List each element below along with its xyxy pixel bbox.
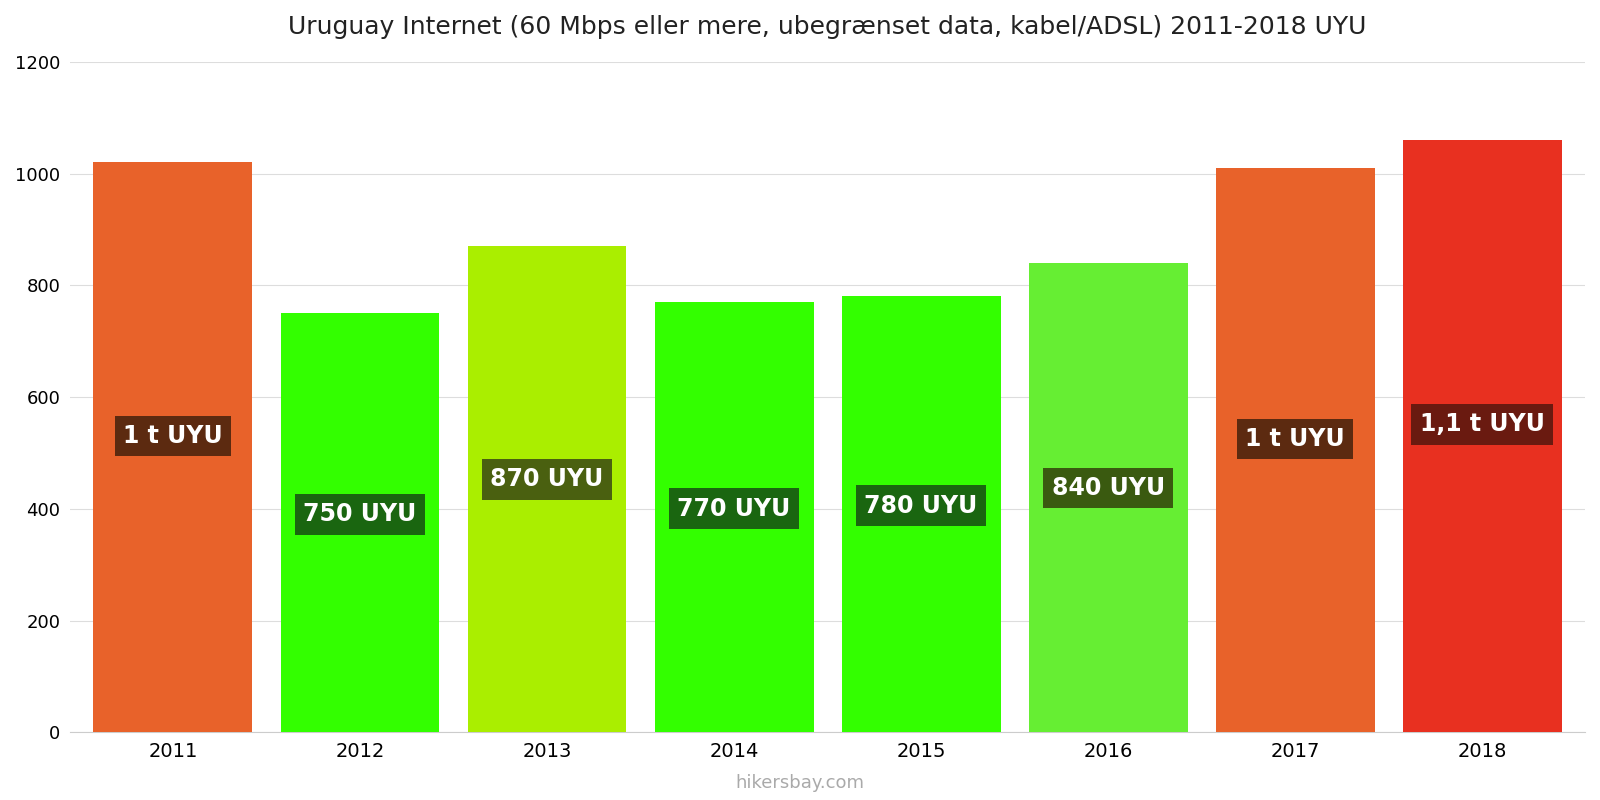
Bar [467, 246, 627, 732]
Bar [1029, 263, 1187, 732]
Text: 1 t UYU: 1 t UYU [1245, 427, 1346, 451]
Text: 750 UYU: 750 UYU [304, 502, 416, 526]
Bar [842, 297, 1000, 732]
Text: 780 UYU: 780 UYU [864, 494, 978, 518]
Bar [1403, 140, 1562, 732]
Bar [93, 162, 253, 732]
Text: 840 UYU: 840 UYU [1051, 476, 1165, 500]
Bar [280, 314, 440, 732]
Bar [654, 302, 813, 732]
Text: 770 UYU: 770 UYU [677, 497, 790, 521]
Text: 1,1 t UYU: 1,1 t UYU [1419, 412, 1544, 436]
Bar [1216, 168, 1374, 732]
Text: 870 UYU: 870 UYU [490, 467, 603, 491]
Text: hikersbay.com: hikersbay.com [736, 774, 864, 792]
Text: 1 t UYU: 1 t UYU [123, 424, 222, 448]
Title: Uruguay Internet (60 Mbps eller mere, ubegrænset data, kabel/ADSL) 2011-2018 UYU: Uruguay Internet (60 Mbps eller mere, ub… [288, 15, 1366, 39]
